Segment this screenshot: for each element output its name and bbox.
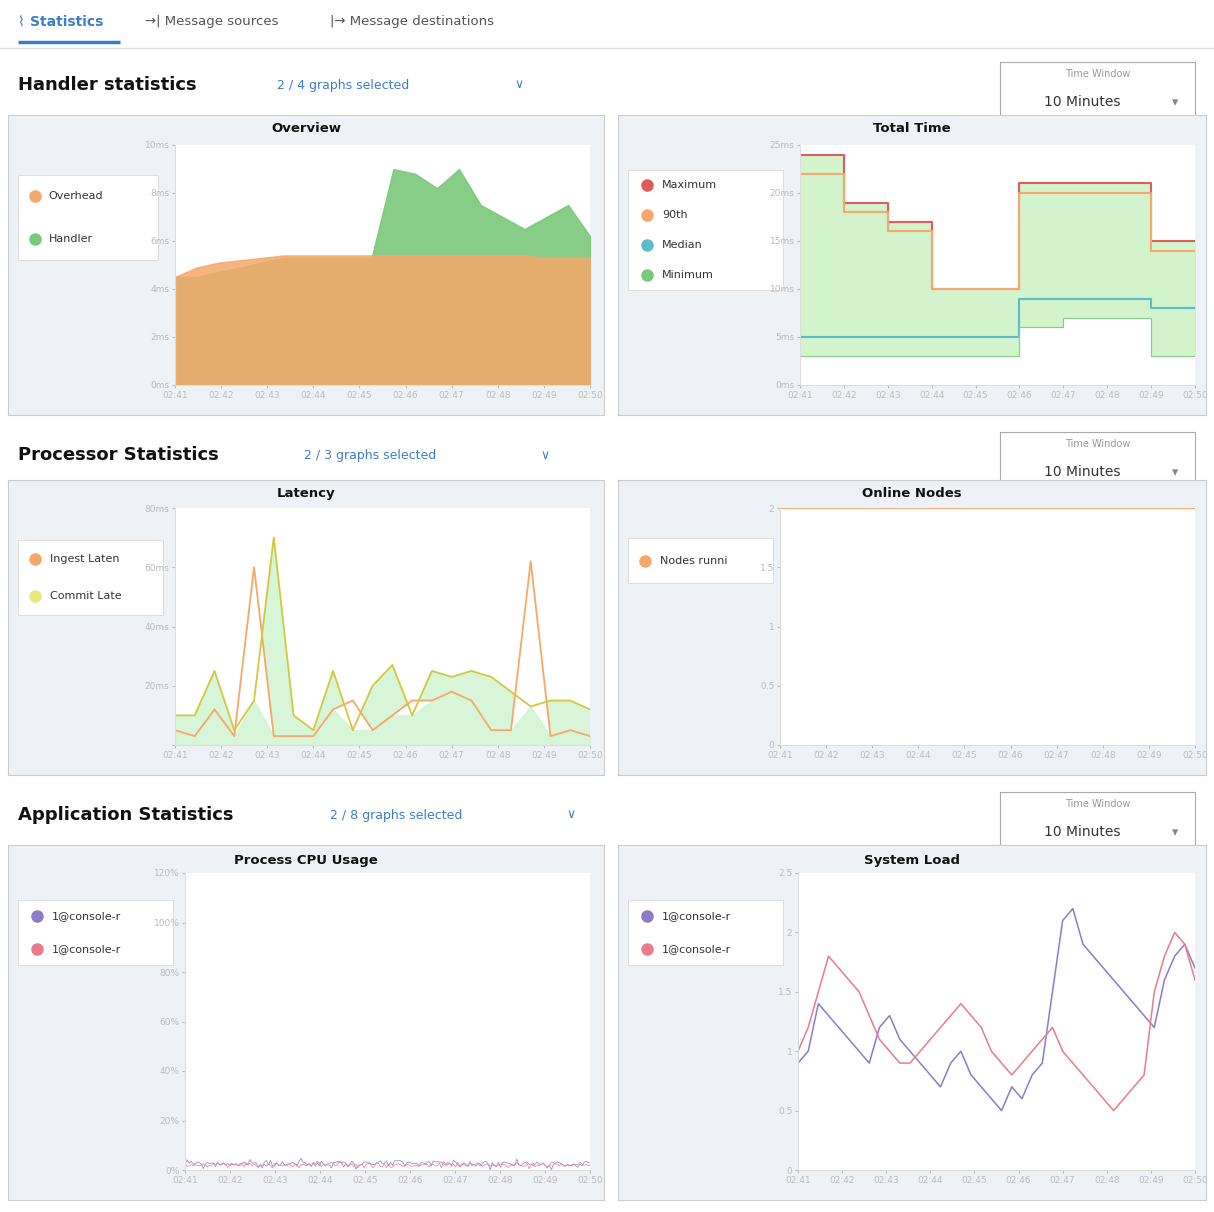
Text: 1@console-r: 1@console-r <box>52 911 121 921</box>
Text: Minimum: Minimum <box>662 270 714 280</box>
Text: Commit Late: Commit Late <box>50 591 121 601</box>
Text: ∨: ∨ <box>567 808 575 822</box>
Text: Overview: Overview <box>271 122 341 135</box>
Text: Nodes runni: Nodes runni <box>660 555 727 566</box>
Text: ∨: ∨ <box>540 448 550 462</box>
Text: Handler: Handler <box>49 234 93 244</box>
Text: 2 / 4 graphs selected: 2 / 4 graphs selected <box>278 79 409 91</box>
Text: Time Window: Time Window <box>1065 69 1130 79</box>
Text: 10 Minutes: 10 Minutes <box>1044 465 1121 479</box>
Text: 10 Minutes: 10 Minutes <box>1044 825 1121 839</box>
Text: 1@console-r: 1@console-r <box>662 911 731 921</box>
Text: |→ Message destinations: |→ Message destinations <box>330 16 494 29</box>
Text: Ingest Laten: Ingest Laten <box>50 554 119 564</box>
Text: Overhead: Overhead <box>49 191 103 201</box>
Text: Processor Statistics: Processor Statistics <box>18 446 219 464</box>
Text: Statistics: Statistics <box>30 15 103 29</box>
Text: Process CPU Usage: Process CPU Usage <box>234 854 378 868</box>
Text: 2 / 8 graphs selected: 2 / 8 graphs selected <box>330 808 463 822</box>
Text: Online Nodes: Online Nodes <box>862 487 961 499</box>
Text: ▾: ▾ <box>1173 96 1179 109</box>
Text: 2 / 3 graphs selected: 2 / 3 graphs selected <box>304 448 436 462</box>
Text: Maximum: Maximum <box>662 181 717 190</box>
Text: System Load: System Load <box>864 854 960 868</box>
Text: Application Statistics: Application Statistics <box>18 806 233 824</box>
Text: ▾: ▾ <box>1173 465 1179 479</box>
Text: 90th: 90th <box>662 210 687 221</box>
Text: Total Time: Total Time <box>873 122 951 135</box>
Text: 1@console-r: 1@console-r <box>52 944 121 954</box>
Text: ▾: ▾ <box>1173 825 1179 839</box>
Text: Handler statistics: Handler statistics <box>18 76 197 95</box>
Text: Time Window: Time Window <box>1065 439 1130 448</box>
Text: Time Window: Time Window <box>1065 799 1130 808</box>
Text: Median: Median <box>662 240 703 250</box>
Text: ⌇: ⌇ <box>18 15 24 29</box>
Text: →| Message sources: →| Message sources <box>144 16 278 29</box>
Text: 10 Minutes: 10 Minutes <box>1044 96 1121 109</box>
Text: Latency: Latency <box>277 487 335 499</box>
Text: 1@console-r: 1@console-r <box>662 944 731 954</box>
Text: ∨: ∨ <box>515 79 523 91</box>
